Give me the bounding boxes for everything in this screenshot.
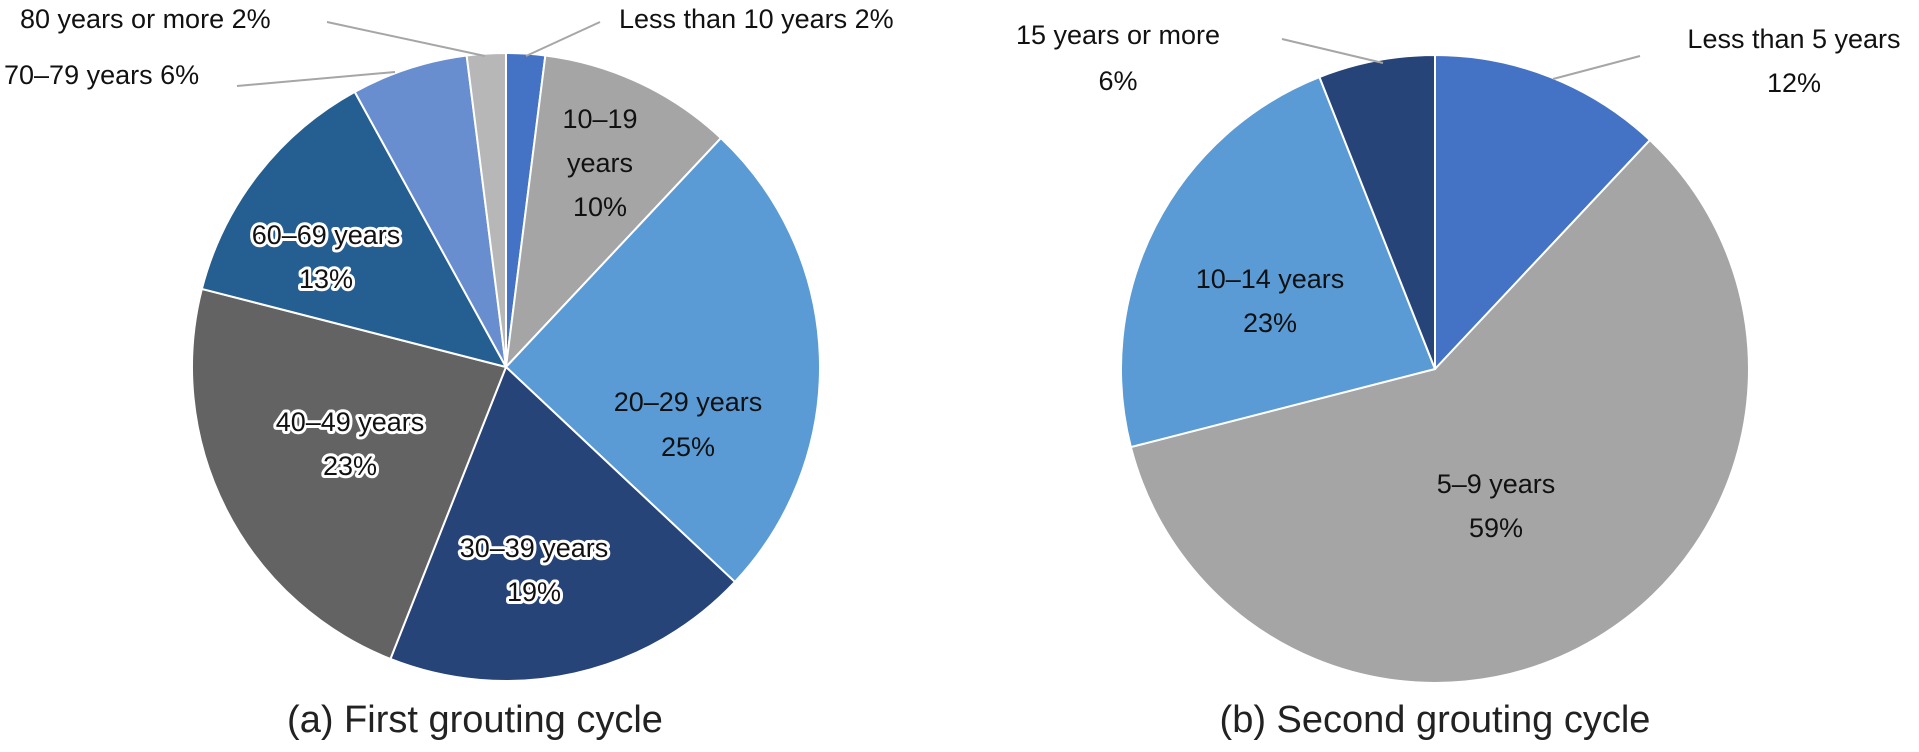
data-label-40-49-years-percent: 23% <box>323 451 377 481</box>
data-label-10-19-years-name: 10–19 <box>562 104 637 134</box>
data-label-20-29-years-percent: 25% <box>661 432 715 462</box>
pie-slice-60-69-years <box>200 90 508 369</box>
data-label-30-39-years-percent: 19% <box>507 577 561 607</box>
data-label-5-9-years-name: 5–9 years <box>1437 469 1556 499</box>
pie-slice-10-19-years <box>504 54 723 370</box>
data-label-20-29-years-name: 20–29 years <box>614 387 763 417</box>
data-label-15-years-or-more-name: 15 years or more <box>1016 20 1220 50</box>
leader-line-15-years-or-more <box>1281 38 1384 64</box>
data-label-less-than-10-years: Less than 10 years 2% <box>619 4 894 34</box>
data-label-less-than-5-years-percent: 12% <box>1767 68 1821 98</box>
caption-first-grouting-cycle: (a) First grouting cycle <box>287 699 663 741</box>
data-label-less-than-5-years-name: Less than 5 years <box>1687 24 1900 54</box>
pie-chart-second-grouting-cycle: Less than 5 years 12% 5–9 years 59% 10–14 ye… <box>1016 20 1901 684</box>
leader-line-less-than-5-years <box>1552 55 1641 80</box>
leader-line-70-79-years <box>236 71 396 87</box>
pie-chart-first-grouting-cycle: Less than 10 years 2% 10–19 years 10% 20–29 … <box>4 4 894 682</box>
pie-slice-30-39-years <box>389 365 737 682</box>
leader-line-80-years-or-more <box>326 21 486 57</box>
caption-second-grouting-cycle: (b) Second grouting cycle <box>1220 699 1651 741</box>
data-label-60-69-years-name: 60–69 years <box>252 220 401 250</box>
pie-slice-20-29-years <box>504 136 821 584</box>
data-label-60-69-years-percent: 13% <box>299 264 353 294</box>
data-label-10-19-years-percent: 10% <box>573 192 627 222</box>
data-label-10-14-years-percent: 23% <box>1243 308 1297 338</box>
pie-slice-5-9-years <box>1129 138 1750 684</box>
data-label-10-19-years-name: years <box>567 148 633 178</box>
pie-slice-80-years-or-more <box>465 51 507 368</box>
pie-slice-10-14-years <box>1120 75 1437 449</box>
pie-slice-40-49-years <box>191 287 508 661</box>
data-label-70-79-years: 70–79 years 6% <box>4 60 199 90</box>
data-label-80-years-or-more: 80 years or more 2% <box>20 4 271 34</box>
data-label-15-years-or-more-percent: 6% <box>1098 66 1137 96</box>
data-label-40-49-years-name: 40–49 years <box>276 407 425 437</box>
data-label-30-39-years-name: 30–39 years <box>460 533 609 563</box>
leader-line-less-than-10-years <box>525 21 601 57</box>
data-label-10-14-years-name: 10–14 years <box>1196 264 1345 294</box>
pie-slice-70-79-years <box>353 54 507 368</box>
data-label-5-9-years-percent: 59% <box>1469 513 1523 543</box>
pie-slice-less-than-5-years <box>1434 53 1652 372</box>
